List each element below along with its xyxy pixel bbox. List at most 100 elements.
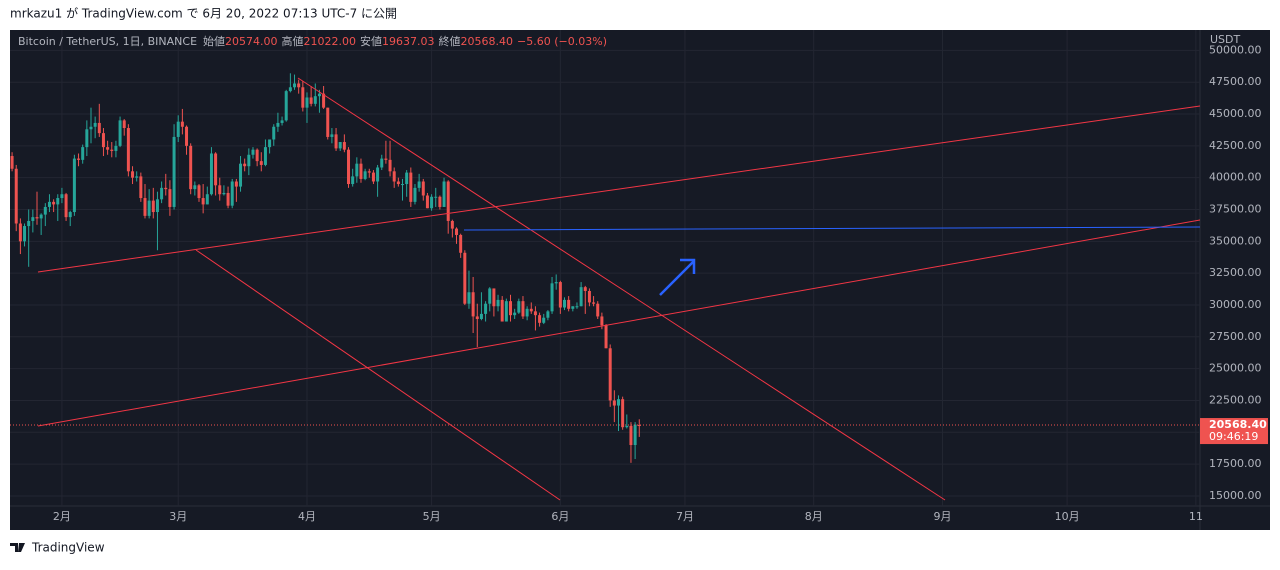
candle-body — [326, 107, 330, 137]
y-tick-label: 17500.00 — [1209, 457, 1262, 470]
candle-body — [60, 194, 64, 199]
candle-body — [322, 93, 326, 108]
horizontal-ray — [463, 226, 1200, 231]
legend-field-value: 21022.00 — [304, 35, 357, 48]
candle-body — [205, 194, 209, 205]
published-note: mrkazu1 が TradingView.com で 6月 20, 2022 … — [10, 6, 397, 21]
legend-field-label: 始値 — [203, 34, 225, 48]
candle-body — [529, 308, 533, 312]
candle-body — [27, 220, 31, 227]
candle-body — [488, 288, 492, 304]
legend-field-label: 終値 — [439, 34, 461, 48]
candle-body — [367, 171, 371, 173]
candle-body — [542, 317, 546, 323]
candle-body — [247, 154, 251, 167]
countdown: 09:46:19 — [1209, 430, 1258, 443]
candle-body — [280, 120, 284, 123]
candle-body — [492, 288, 496, 307]
y-tick-label: 22500.00 — [1209, 393, 1262, 406]
legend-field-value: 19637.03 — [382, 35, 435, 48]
candle-body — [525, 308, 529, 317]
y-tick-label: 47500.00 — [1209, 75, 1262, 88]
candle-body — [259, 161, 263, 165]
candle-body — [430, 196, 434, 209]
candle-body — [201, 198, 205, 205]
y-tick-label: 50000.00 — [1209, 43, 1262, 56]
candle-body — [193, 185, 197, 190]
candle-body — [575, 306, 579, 308]
candle-body — [239, 163, 243, 187]
candle-body — [209, 153, 213, 195]
candle-body — [363, 171, 367, 179]
candle-body — [180, 121, 184, 127]
candle-body — [330, 134, 334, 137]
candle-body — [197, 185, 201, 199]
candle-body — [234, 181, 238, 187]
trend-line — [297, 77, 946, 501]
candle-body — [135, 176, 139, 178]
candle-body — [484, 303, 488, 314]
drawings — [37, 77, 1200, 501]
candle-body — [351, 176, 355, 185]
candle-body — [438, 196, 442, 207]
candle-body — [616, 399, 620, 406]
candle-body — [417, 181, 421, 188]
y-tick-label: 45000.00 — [1209, 107, 1262, 120]
candle-body — [14, 168, 18, 224]
candle-body — [189, 145, 193, 190]
candle-body — [151, 200, 155, 213]
candle-body — [579, 287, 583, 307]
candle-body — [334, 134, 338, 149]
candle-body — [546, 311, 550, 318]
candle-body — [268, 139, 272, 148]
axes: 15000.0017500.0020000.0022500.0025000.00… — [10, 43, 1268, 523]
candle-body — [521, 301, 525, 317]
candle-body — [504, 301, 508, 322]
legend: Bitcoin / TetherUS, 1日, BINANCE 始値20574.0… — [18, 34, 607, 48]
candle-body — [85, 129, 89, 148]
candle-body — [538, 315, 542, 323]
candle-body — [563, 299, 567, 308]
candle-body — [533, 311, 537, 316]
candle-body — [608, 348, 612, 401]
candle-body — [587, 290, 591, 303]
candle-body — [471, 292, 475, 317]
candle-body — [43, 206, 47, 215]
candle-body — [301, 87, 305, 108]
candle-body — [226, 192, 230, 206]
candle-body — [347, 149, 351, 185]
candle-body — [421, 181, 425, 196]
legend-field-label: 高値 — [282, 34, 304, 48]
candle-body — [392, 171, 396, 182]
candle-body — [359, 163, 363, 179]
candle-body — [317, 93, 321, 97]
candle-body — [612, 400, 616, 406]
candle-body — [101, 133, 105, 148]
y-tick-label: 42500.00 — [1209, 139, 1262, 152]
x-tick-label: 9月 — [933, 510, 951, 523]
chart-background — [10, 30, 1270, 530]
candle-body — [114, 145, 118, 151]
candle-body — [89, 126, 93, 130]
candle-body — [23, 226, 27, 242]
candle-body — [409, 172, 413, 202]
candle-body — [309, 97, 313, 104]
candle-body — [97, 122, 101, 134]
candle-body — [218, 185, 222, 195]
candle-body — [172, 136, 176, 207]
candle-body — [450, 220, 454, 229]
x-tick-label: 8月 — [805, 510, 823, 523]
y-tick-label: 35000.00 — [1209, 234, 1262, 247]
candle-body — [604, 325, 608, 349]
logo-icon — [10, 543, 25, 552]
candle-body — [384, 158, 388, 160]
candle-body — [413, 187, 417, 202]
candle-body — [425, 195, 429, 209]
candle-body — [122, 120, 126, 129]
trend-line — [37, 219, 1200, 427]
candle-body — [77, 158, 81, 160]
candle-body — [39, 214, 43, 219]
candle-body — [596, 303, 600, 317]
candle-body — [155, 199, 159, 213]
